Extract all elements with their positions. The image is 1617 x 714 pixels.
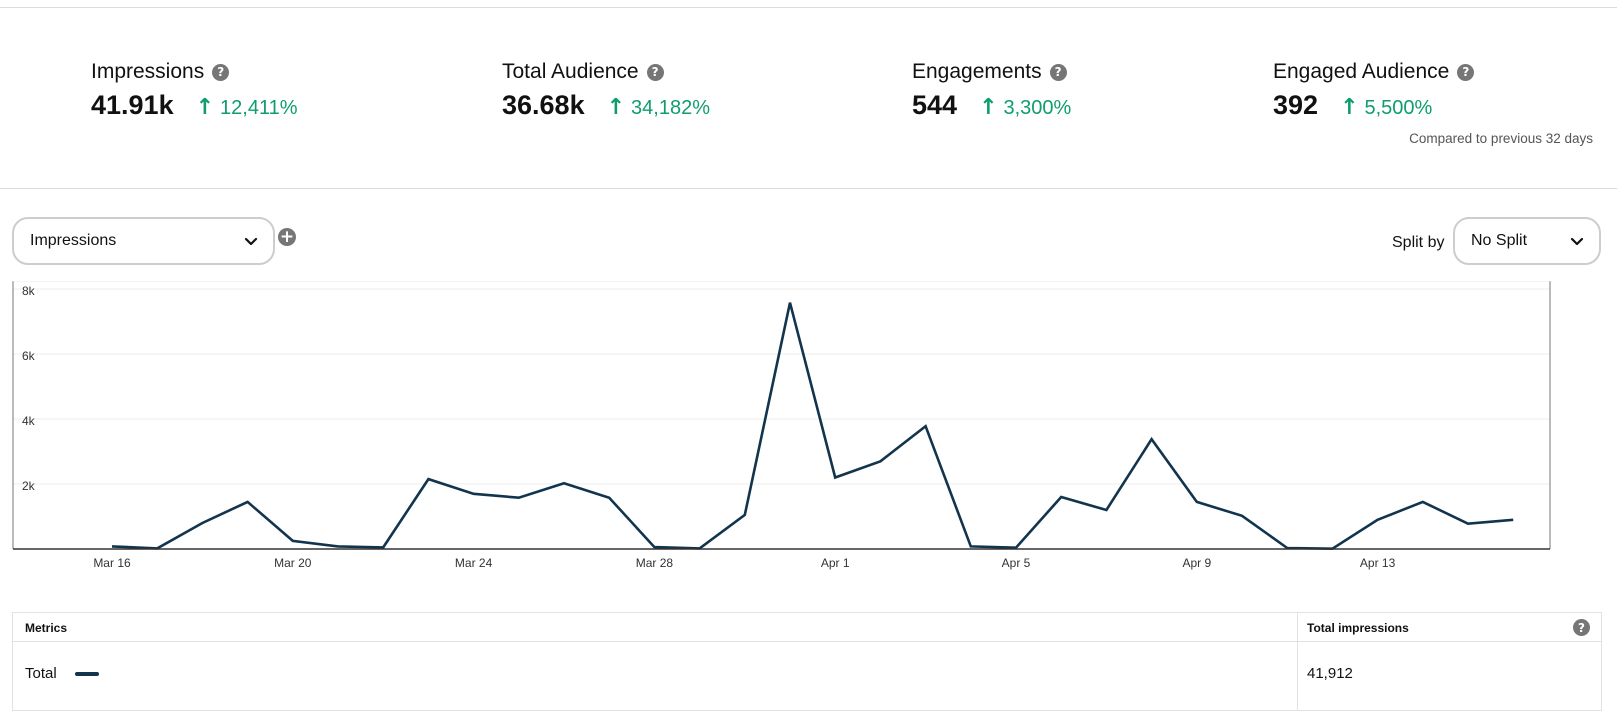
- kpi-change-value: 3,300%: [1003, 97, 1072, 119]
- section-divider: [0, 188, 1617, 189]
- chart-frame: [12, 281, 1551, 550]
- split-select-value: No Split: [1471, 232, 1528, 249]
- kpi-title-row: Engaged Audience ?: [1273, 58, 1475, 86]
- chevron-down-icon: [1570, 237, 1584, 246]
- kpi-title-row: Total Audience ?: [502, 58, 710, 86]
- y-tick-label: 6k: [22, 349, 36, 363]
- x-tick-label: Mar 16: [93, 556, 131, 570]
- kpi-title: Total Audience: [502, 60, 639, 83]
- arrow-up-icon: ↑: [1340, 95, 1359, 120]
- kpi-value-row: 41.91k ↑ 12,411%: [91, 90, 298, 121]
- x-tick-label: Mar 24: [455, 556, 493, 570]
- impressions-line-chart: 8k 6k 4k 2k Mar 16 Mar 20 Mar 24 Mar 28 Apr 1 Ap…: [12, 281, 1551, 570]
- kpi-title-row: Engagements ?: [912, 58, 1071, 86]
- kpi-value: 392: [1273, 90, 1319, 120]
- kpi-value-row: 392 ↑ 5,500%: [1273, 90, 1474, 121]
- split-by-label: Split by: [1392, 234, 1445, 251]
- kpi-value: 41.91k: [91, 90, 174, 120]
- x-tick-label: Apr 13: [1360, 556, 1396, 570]
- kpi-engagements: Engagements ? 544 ↑ 3,300%: [912, 58, 1071, 121]
- plus-circle-icon[interactable]: +: [278, 226, 296, 247]
- column-header-metrics: Metrics: [25, 621, 68, 635]
- kpi-change: ↑ 12,411%: [196, 95, 298, 120]
- kpi-impressions: Impressions ? 41.91k ↑ 12,411%: [91, 58, 298, 121]
- x-tick-label: Mar 20: [274, 556, 312, 570]
- kpi-title: Engagements: [912, 60, 1042, 83]
- chevron-down-icon: [244, 237, 258, 246]
- x-tick-label: Apr 9: [1182, 556, 1211, 570]
- question-circle-icon[interactable]: ?: [1457, 63, 1475, 81]
- metric-select-value: Impressions: [30, 232, 117, 249]
- x-tick-label: Apr 5: [1002, 556, 1031, 570]
- y-tick-label: 2k: [22, 479, 36, 493]
- arrow-up-icon: ↑: [979, 95, 998, 120]
- kpi-value-row: 544 ↑ 3,300%: [912, 90, 1071, 121]
- metric-select[interactable]: Impressions: [12, 217, 275, 265]
- kpi-value: 36.68k: [502, 90, 585, 120]
- x-axis-ticks: Mar 16 Mar 20 Mar 24 Mar 28 Apr 1 Apr 5 Apr 9 A…: [93, 556, 1395, 570]
- question-circle-icon[interactable]: ?: [1573, 619, 1590, 636]
- kpi-change: ↑ 3,300%: [979, 95, 1071, 120]
- question-circle-icon[interactable]: ?: [212, 63, 230, 81]
- y-tick-label: 4k: [22, 414, 36, 428]
- x-tick-label: Mar 28: [636, 556, 674, 570]
- impressions-series-line: [111, 302, 1514, 551]
- row-label: Total: [25, 665, 57, 682]
- y-axis-ticks: 8k 6k 4k 2k: [22, 284, 36, 493]
- kpi-change: ↑ 5,500%: [1340, 95, 1432, 120]
- x-tick-label: Apr 1: [821, 556, 850, 570]
- column-header-total-impressions: Total impressions: [1307, 621, 1409, 635]
- arrow-up-icon: ↑: [195, 95, 215, 120]
- y-tick-label: 8k: [22, 284, 36, 298]
- arrow-up-icon: ↑: [606, 95, 626, 120]
- kpi-change: ↑ 34,182%: [607, 95, 710, 120]
- metrics-table: Metrics Total impressions ? Total 41,912: [12, 612, 1602, 711]
- metrics-table-header: Metrics Total impressions ?: [13, 613, 1601, 642]
- kpi-total-audience: Total Audience ? 36.68k ↑ 34,182%: [502, 58, 710, 121]
- kpi-title-row: Impressions ?: [91, 58, 298, 86]
- series-layer: [111, 302, 1514, 551]
- kpi-title: Engaged Audience: [1273, 60, 1450, 83]
- row-total-value: 41,912: [1307, 665, 1353, 682]
- question-circle-icon[interactable]: ?: [1049, 63, 1067, 81]
- svg-text:?: ?: [1578, 621, 1585, 635]
- question-circle-icon[interactable]: ?: [646, 63, 664, 81]
- legend-line-swatch: [75, 672, 99, 676]
- kpi-change-value: 34,182%: [631, 97, 710, 119]
- kpi-engaged-audience: Engaged Audience ? 392 ↑ 5,500%: [1273, 58, 1475, 121]
- column-divider: [1297, 613, 1298, 710]
- grid-lines: [13, 288, 1550, 485]
- kpi-title: Impressions: [91, 60, 205, 83]
- kpi-change-value: 12,411%: [220, 97, 298, 119]
- top-divider: [0, 7, 1617, 8]
- kpi-change-value: 5,500%: [1364, 97, 1433, 119]
- comparison-note: Compared to previous 32 days: [1409, 131, 1593, 146]
- split-select[interactable]: No Split: [1453, 217, 1601, 265]
- kpi-value-row: 36.68k ↑ 34,182%: [502, 90, 710, 121]
- kpi-value: 544: [912, 90, 958, 120]
